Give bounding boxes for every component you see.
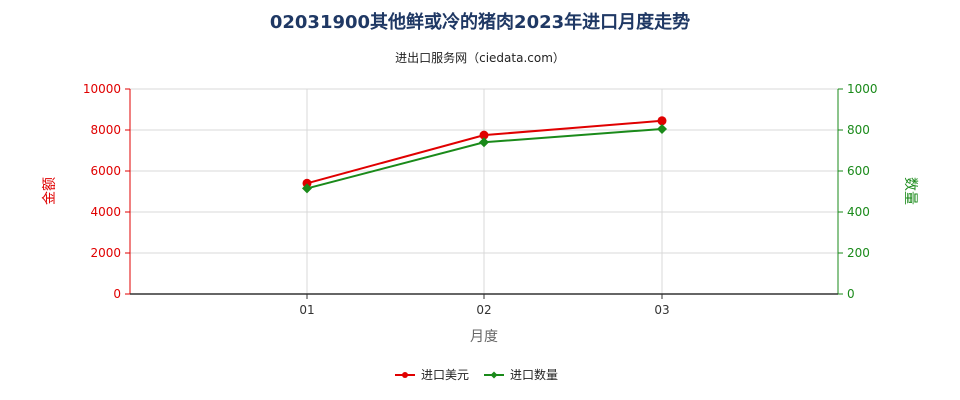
tick-labels: 0 2000 4000 6000 8000 10000 0 200 400 600 800 1000 0…	[83, 82, 878, 317]
legend-marker-circle	[402, 372, 408, 378]
legend-label: 进口数量	[510, 367, 558, 382]
right-tick-label: 0	[847, 287, 855, 301]
legend-label: 进口美元	[421, 368, 469, 382]
x-tick-label: 02	[476, 303, 491, 317]
right-axis-label: 数量	[902, 177, 918, 205]
data-point-diamond	[479, 137, 489, 148]
left-tick-label: 4000	[90, 205, 121, 219]
data-point-diamond	[657, 123, 667, 134]
series-group	[302, 116, 667, 194]
left-axis-label: 金额	[42, 177, 58, 205]
left-tick-label: 10000	[83, 82, 121, 96]
right-tick-label: 800	[847, 123, 870, 137]
grid-lines	[130, 88, 838, 295]
legend: 进口美元 进口数量	[395, 367, 558, 382]
chart-title: 02031900其他鲜或冷的猪肉2023年进口月度走势	[270, 11, 690, 33]
chart-subtitle: 进出口服务网（ciedata.com）	[395, 50, 565, 65]
x-axis-label: 月度	[470, 329, 498, 345]
data-point-circle	[479, 130, 489, 140]
data-point-diamond	[302, 183, 312, 194]
right-tick-label: 400	[847, 205, 870, 219]
legend-marker-diamond	[490, 371, 498, 379]
left-tick-label: 2000	[90, 246, 121, 260]
left-tick-label: 0	[113, 287, 121, 301]
left-tick-label: 8000	[90, 123, 121, 137]
left-tick-label: 6000	[90, 164, 121, 178]
data-point-circle	[657, 116, 667, 126]
x-tick-label: 03	[654, 303, 669, 317]
right-tick-label: 600	[847, 164, 870, 178]
x-tick-label: 01	[299, 303, 314, 317]
data-point-circle	[302, 178, 312, 188]
right-tick-label: 200	[847, 246, 870, 260]
right-tick-label: 1000	[847, 82, 878, 96]
